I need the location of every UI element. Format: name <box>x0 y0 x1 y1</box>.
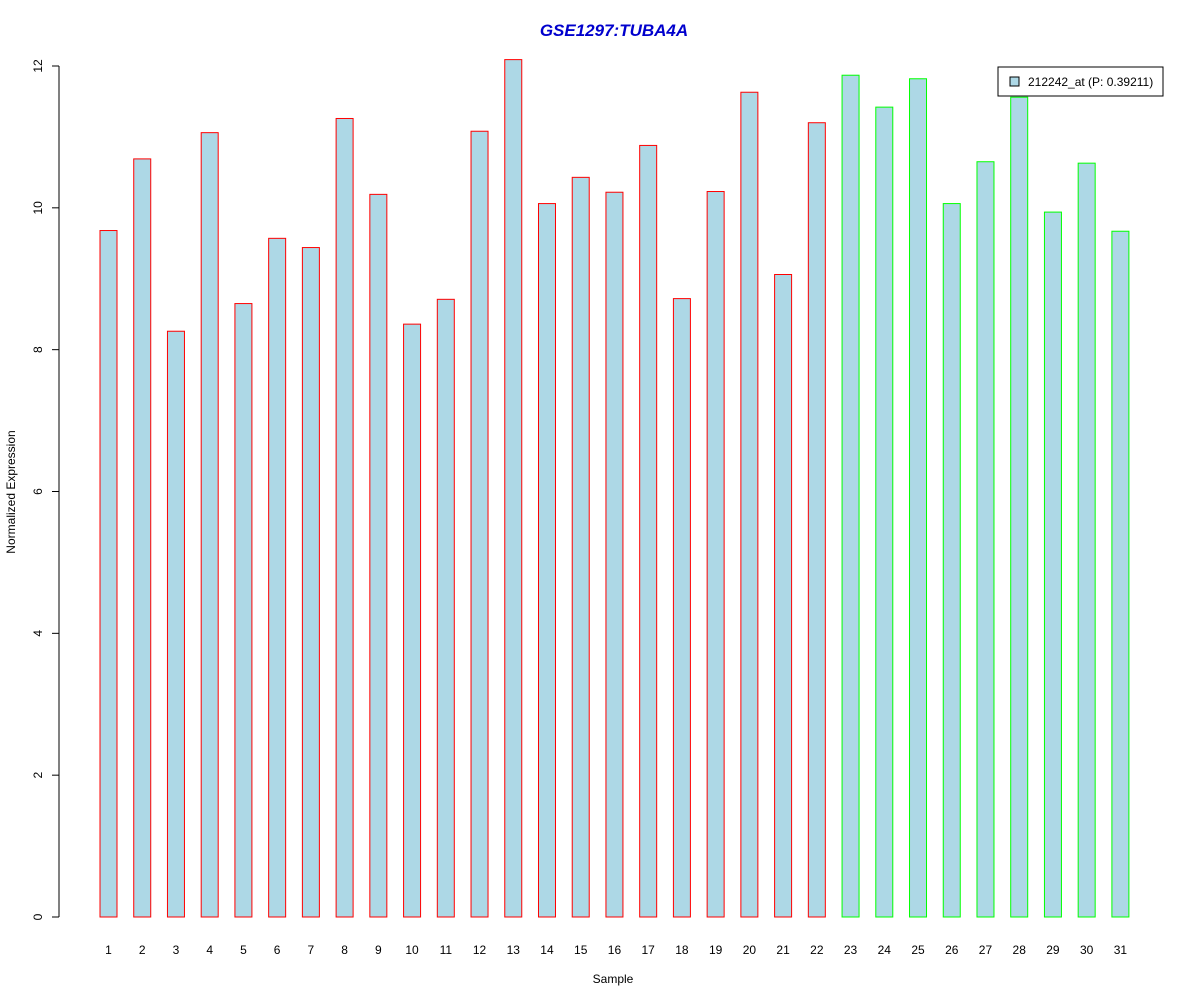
x-tick-label: 10 <box>405 943 419 957</box>
x-tick-label: 20 <box>743 943 757 957</box>
bar <box>841 74 860 918</box>
bar <box>909 78 928 918</box>
x-tick-label: 11 <box>440 943 453 957</box>
y-tick-label: 10 <box>31 201 45 215</box>
bar <box>1077 162 1096 918</box>
bar <box>436 298 455 918</box>
bar <box>639 144 658 918</box>
y-tick-label: 4 <box>31 630 45 637</box>
x-tick-label: 19 <box>709 943 723 957</box>
x-tick-label: 27 <box>979 943 993 957</box>
bar <box>942 203 961 918</box>
legend-label: 212242_at (P: 0.39211) <box>1028 75 1153 89</box>
bar <box>301 247 320 918</box>
bar <box>740 91 759 918</box>
legend-box <box>997 66 1164 97</box>
x-tick-label: 29 <box>1046 943 1060 957</box>
bar <box>369 193 388 918</box>
y-tick-label: 2 <box>31 772 45 779</box>
x-tick-label: 24 <box>878 943 892 957</box>
bar <box>976 161 995 918</box>
x-tick-label: 13 <box>507 943 521 957</box>
y-axis: 0 2 4 6 8 10 12 <box>31 59 60 920</box>
x-tick-label: 16 <box>608 943 622 957</box>
x-tick-label: 21 <box>776 943 790 957</box>
x-tick-label: 25 <box>911 943 925 957</box>
legend-swatch <box>1009 76 1020 87</box>
x-tick-label: 4 <box>206 943 213 957</box>
x-tick-label: 14 <box>540 943 554 957</box>
x-axis-title: Sample <box>593 972 634 986</box>
x-tick-label: 22 <box>810 943 824 957</box>
x-tick-label: 9 <box>375 943 382 957</box>
x-tick-label: 18 <box>675 943 689 957</box>
x-tick-label: 26 <box>945 943 959 957</box>
bar <box>234 303 253 918</box>
bar <box>1043 211 1062 918</box>
bar <box>133 158 152 918</box>
x-tick-label: 30 <box>1080 943 1094 957</box>
bar <box>504 59 523 918</box>
bar <box>99 230 118 918</box>
bar <box>166 330 185 918</box>
bar <box>268 237 287 918</box>
bar <box>403 323 422 918</box>
y-tick-label: 0 <box>31 913 45 920</box>
x-tick-label: 15 <box>574 943 588 957</box>
y-tick-label: 6 <box>31 488 45 495</box>
y-tick-label: 12 <box>31 59 45 73</box>
x-tick-label: 17 <box>642 943 656 957</box>
legend: 212242_at (P: 0.39211) <box>997 66 1164 97</box>
x-tick-label: 7 <box>308 943 315 957</box>
bar <box>774 274 793 918</box>
x-tick-label: 1 <box>105 943 112 957</box>
bar <box>605 191 624 918</box>
bar <box>470 130 489 918</box>
bar <box>200 132 219 918</box>
x-tick-label: 2 <box>139 943 146 957</box>
bar <box>1010 96 1029 918</box>
bar <box>335 117 354 918</box>
x-tick-label: 23 <box>844 943 858 957</box>
x-axis-tick-labels: 1 2 3 4 5 6 7 8 9 10 11 12 13 14 15 16 17 18 19 20 21 22 23 24 2… <box>105 943 1127 957</box>
x-tick-label: 3 <box>173 943 180 957</box>
bar <box>672 298 691 918</box>
bar <box>875 106 894 918</box>
bar <box>537 203 556 918</box>
x-tick-label: 12 <box>473 943 487 957</box>
bar <box>571 176 590 918</box>
x-tick-label: 28 <box>1013 943 1027 957</box>
x-tick-label: 5 <box>240 943 247 957</box>
y-tick-label: 8 <box>31 346 45 353</box>
x-tick-label: 8 <box>341 943 348 957</box>
bar <box>807 122 826 918</box>
bars-group <box>99 59 1130 918</box>
chart-title: GSE1297:TUBA4A <box>540 21 688 40</box>
bar <box>706 191 725 918</box>
y-axis-title: Normalized Expression <box>4 430 18 553</box>
bar <box>1111 230 1130 918</box>
x-tick-label: 6 <box>274 943 281 957</box>
x-tick-label: 31 <box>1114 943 1128 957</box>
